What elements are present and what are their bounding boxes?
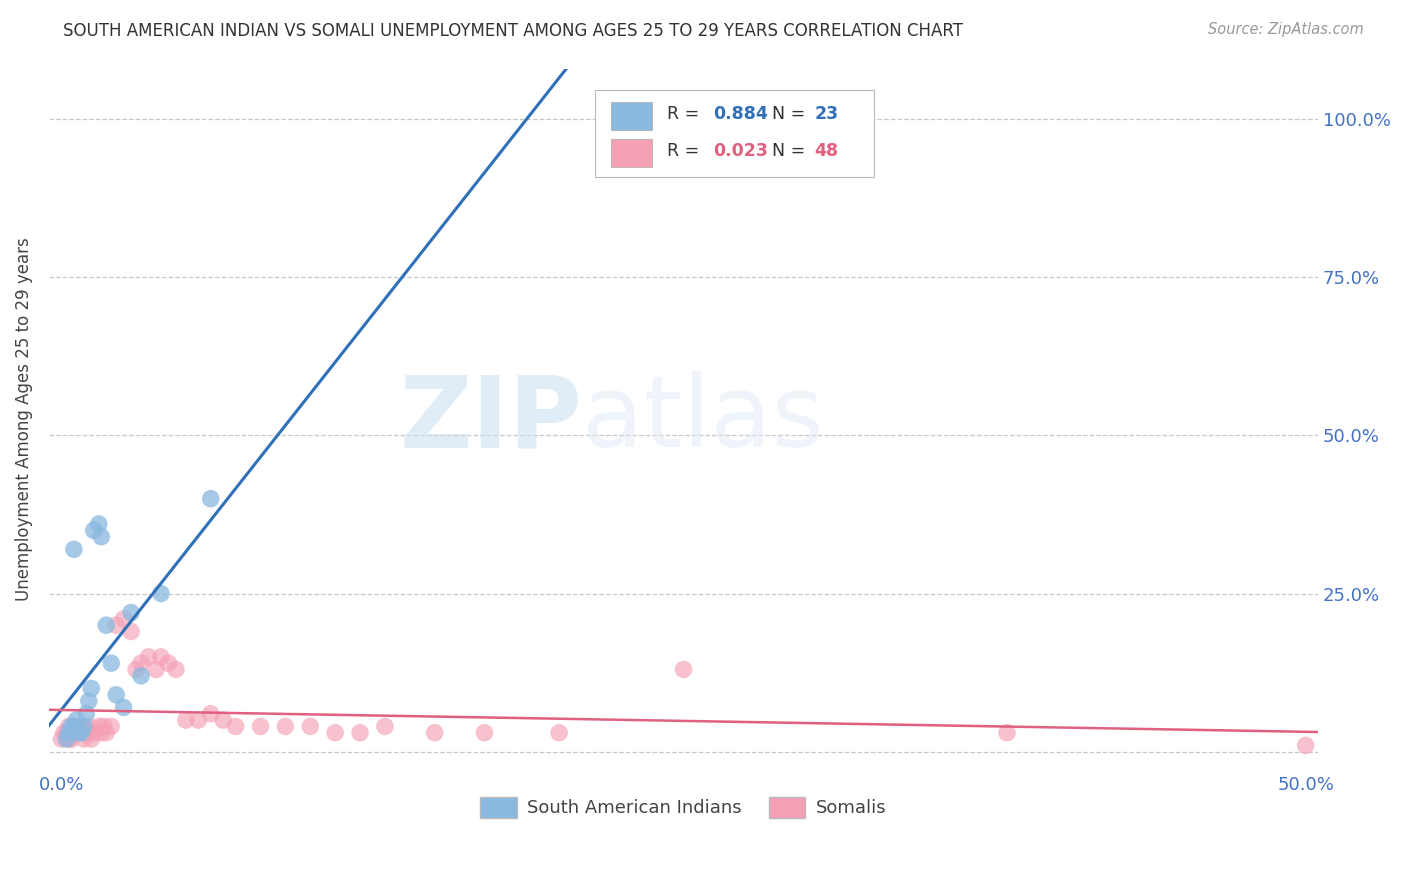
Point bbox=[67, 725, 90, 739]
Point bbox=[145, 663, 167, 677]
Point bbox=[75, 706, 97, 721]
Point bbox=[77, 694, 100, 708]
Point bbox=[83, 725, 105, 739]
Point bbox=[70, 719, 93, 733]
Point bbox=[374, 719, 396, 733]
Point bbox=[70, 725, 93, 739]
Point bbox=[149, 649, 172, 664]
Point bbox=[212, 713, 235, 727]
Point bbox=[87, 516, 110, 531]
Text: ZIP: ZIP bbox=[399, 371, 582, 468]
Point bbox=[200, 706, 222, 721]
Legend: South American Indians, Somalis: South American Indians, Somalis bbox=[474, 789, 894, 825]
Point bbox=[125, 663, 148, 677]
Point bbox=[63, 719, 86, 733]
Point bbox=[165, 663, 187, 677]
Point bbox=[105, 688, 128, 702]
Point bbox=[274, 719, 297, 733]
FancyBboxPatch shape bbox=[612, 139, 652, 167]
Text: 23: 23 bbox=[814, 105, 838, 123]
Point bbox=[63, 719, 86, 733]
Point bbox=[80, 732, 103, 747]
Point bbox=[93, 719, 115, 733]
Point bbox=[90, 725, 112, 739]
Point bbox=[51, 732, 73, 747]
Point bbox=[149, 586, 172, 600]
FancyBboxPatch shape bbox=[612, 102, 652, 129]
Point bbox=[100, 656, 122, 670]
Point bbox=[55, 725, 77, 739]
Point bbox=[995, 725, 1018, 739]
Point bbox=[60, 719, 83, 733]
Point bbox=[299, 719, 322, 733]
Point bbox=[672, 663, 695, 677]
Point bbox=[138, 649, 160, 664]
Point bbox=[90, 530, 112, 544]
Text: R =: R = bbox=[666, 143, 704, 161]
Point bbox=[187, 713, 209, 727]
Point bbox=[548, 725, 571, 739]
Point bbox=[120, 624, 142, 639]
Point bbox=[112, 700, 135, 714]
Point bbox=[55, 732, 77, 747]
Point bbox=[83, 524, 105, 538]
Y-axis label: Unemployment Among Ages 25 to 29 years: Unemployment Among Ages 25 to 29 years bbox=[15, 238, 32, 601]
Point bbox=[1295, 739, 1317, 753]
Point bbox=[63, 542, 86, 557]
Point bbox=[120, 606, 142, 620]
Point bbox=[112, 612, 135, 626]
Point bbox=[100, 719, 122, 733]
Point bbox=[129, 656, 152, 670]
Point bbox=[323, 725, 346, 739]
Point bbox=[63, 725, 86, 739]
Point bbox=[67, 725, 90, 739]
Point bbox=[157, 656, 180, 670]
Text: 0.884: 0.884 bbox=[713, 105, 768, 123]
Point bbox=[52, 725, 75, 739]
Point bbox=[60, 732, 83, 747]
Point bbox=[225, 719, 247, 733]
Point bbox=[73, 719, 96, 733]
Point bbox=[58, 732, 80, 747]
Text: N =: N = bbox=[772, 143, 811, 161]
Point bbox=[58, 719, 80, 733]
Point bbox=[75, 725, 97, 739]
Point bbox=[423, 725, 446, 739]
Point bbox=[73, 732, 96, 747]
Text: atlas: atlas bbox=[582, 371, 824, 468]
Text: 0.023: 0.023 bbox=[713, 143, 768, 161]
Point bbox=[200, 491, 222, 506]
Point bbox=[65, 725, 87, 739]
Text: N =: N = bbox=[772, 105, 811, 123]
Point bbox=[58, 725, 80, 739]
Text: Source: ZipAtlas.com: Source: ZipAtlas.com bbox=[1208, 22, 1364, 37]
Point bbox=[87, 719, 110, 733]
Point bbox=[80, 681, 103, 696]
Point bbox=[77, 719, 100, 733]
Point bbox=[96, 725, 118, 739]
Point bbox=[249, 719, 271, 733]
Point bbox=[474, 725, 496, 739]
Point bbox=[174, 713, 197, 727]
FancyBboxPatch shape bbox=[595, 89, 875, 178]
Point bbox=[129, 669, 152, 683]
Text: R =: R = bbox=[666, 105, 704, 123]
Text: 48: 48 bbox=[814, 143, 838, 161]
Point bbox=[96, 618, 118, 632]
Text: SOUTH AMERICAN INDIAN VS SOMALI UNEMPLOYMENT AMONG AGES 25 TO 29 YEARS CORRELATI: SOUTH AMERICAN INDIAN VS SOMALI UNEMPLOY… bbox=[63, 22, 963, 40]
Point bbox=[105, 618, 128, 632]
Point bbox=[349, 725, 371, 739]
Point bbox=[65, 713, 87, 727]
